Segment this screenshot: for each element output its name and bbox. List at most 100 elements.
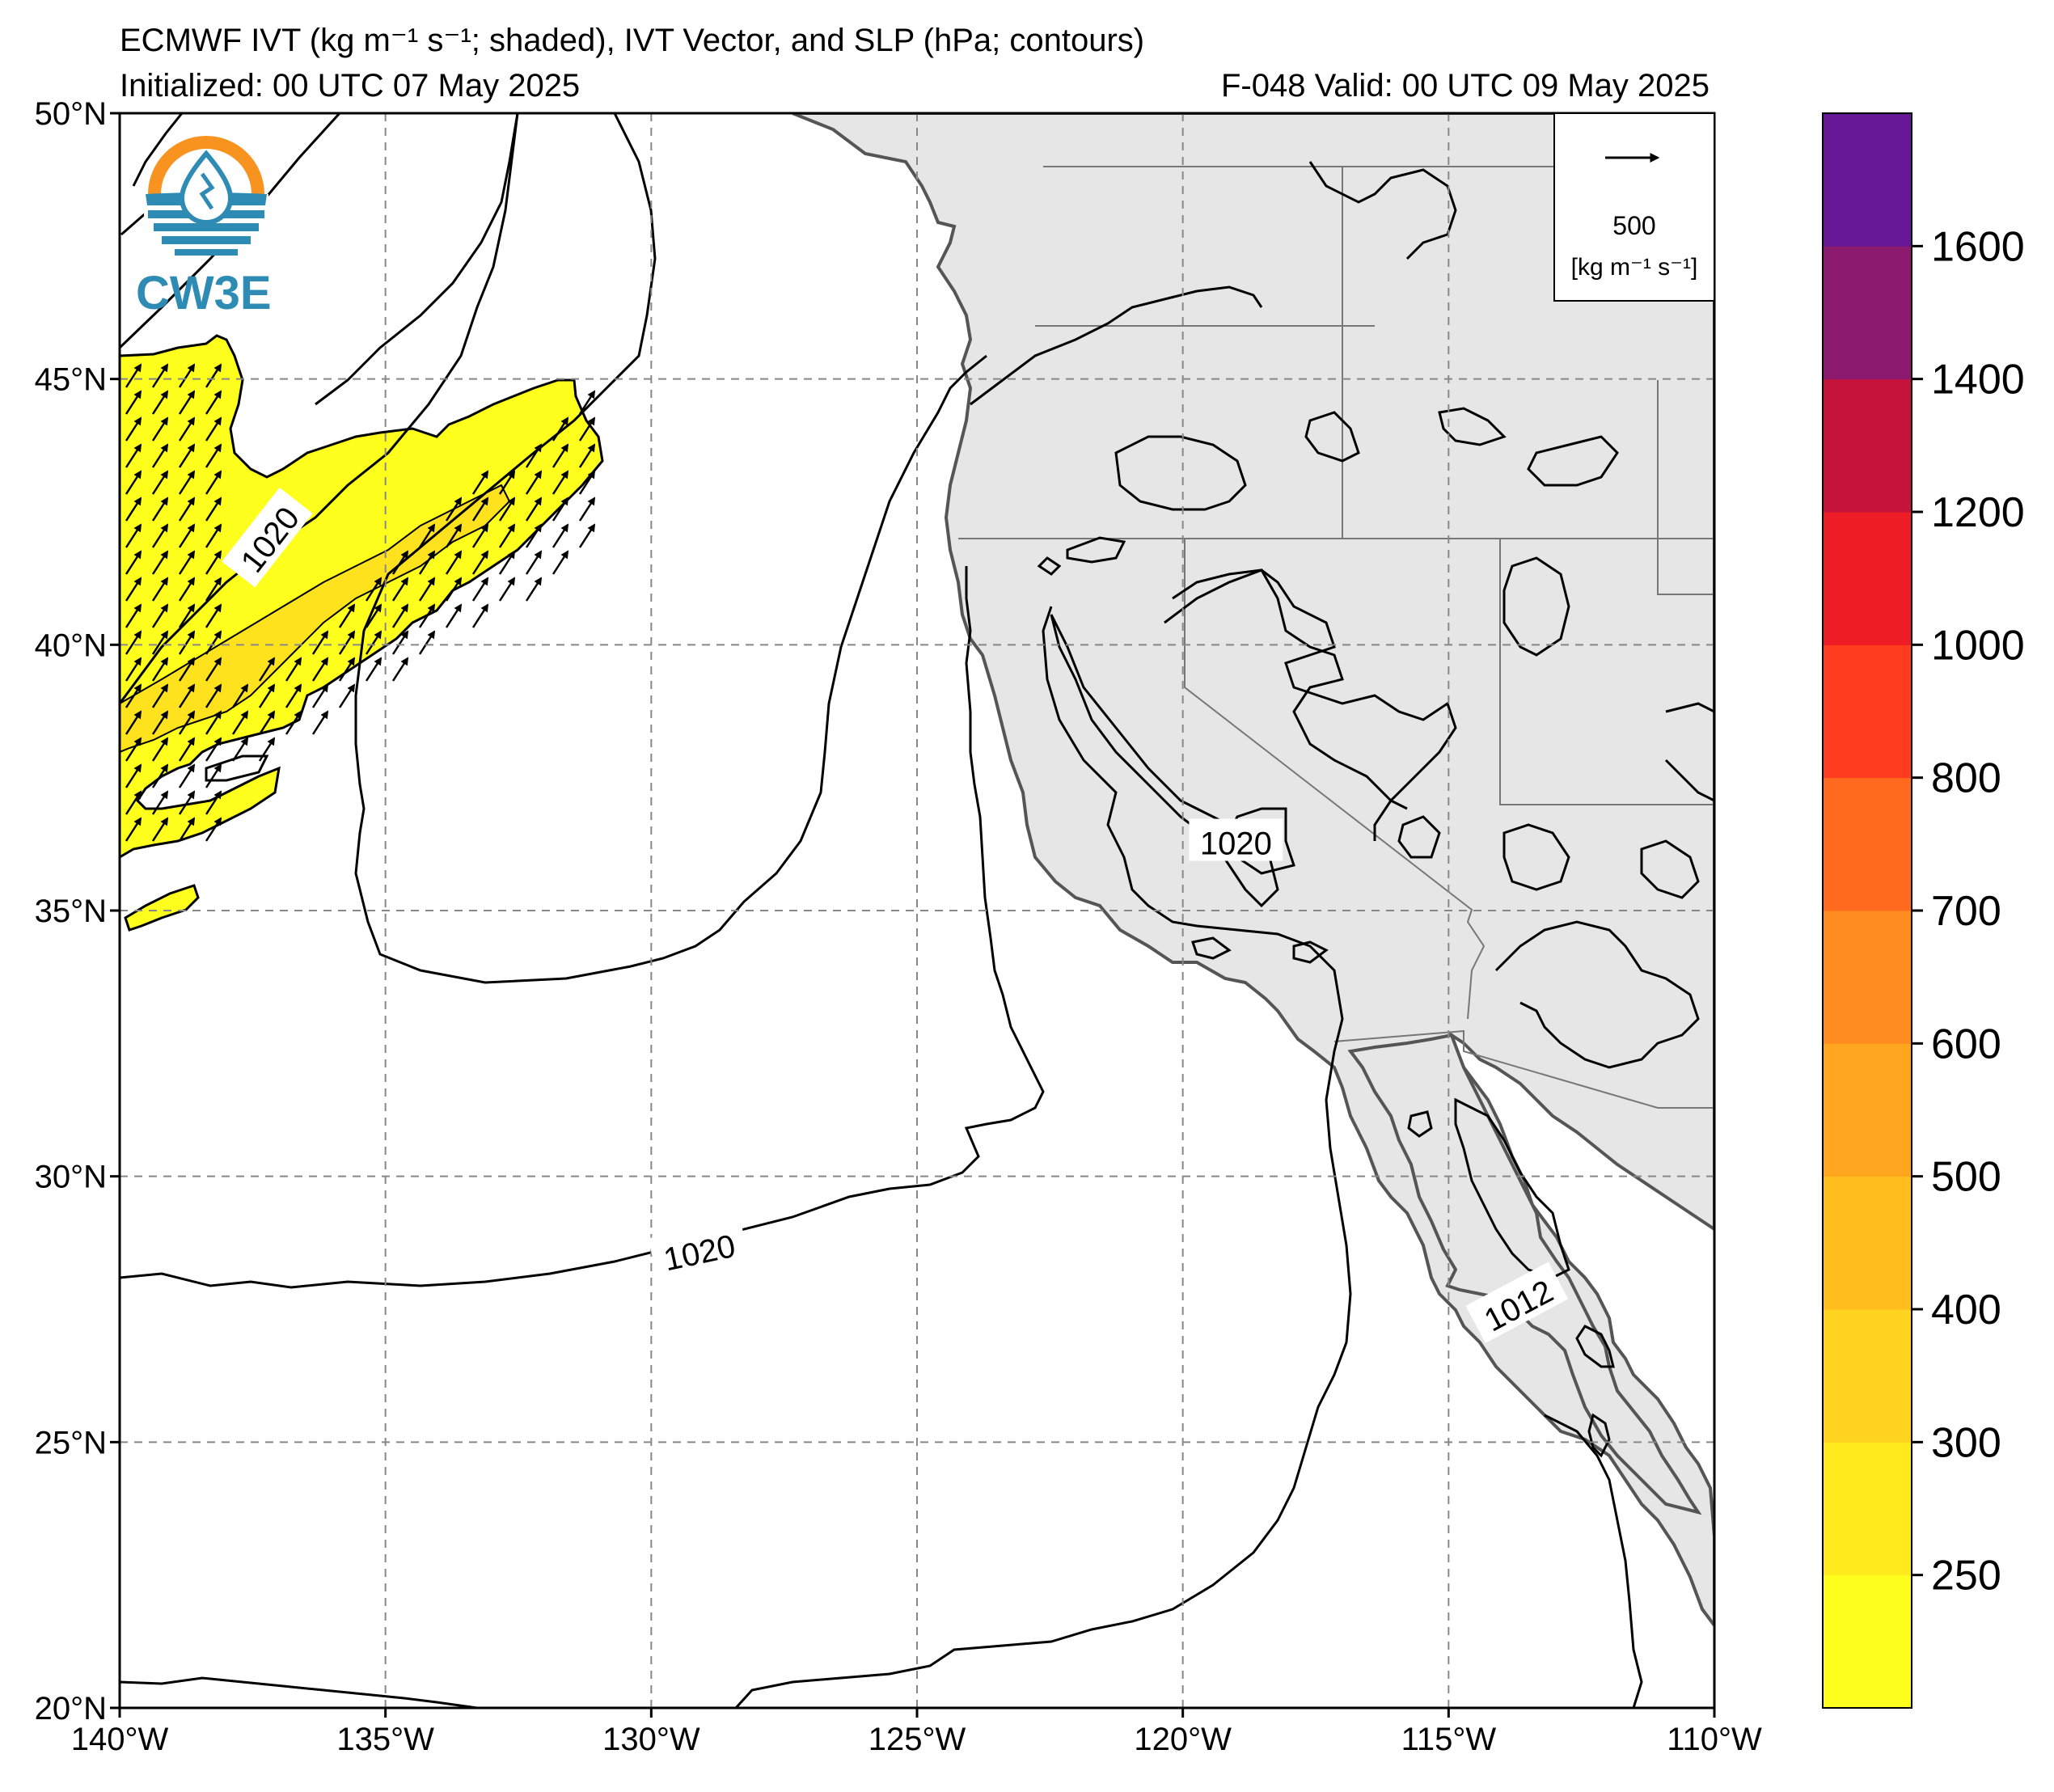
ivt-vector (338, 657, 356, 682)
ivt-vector (205, 497, 222, 522)
ivt-vector (151, 443, 169, 468)
colorbar-label: 1200 (1931, 489, 2025, 536)
ivt-vector (178, 683, 196, 708)
ivt-vector (205, 443, 222, 468)
ivt-vector (178, 390, 196, 415)
ivt-vector (231, 737, 249, 762)
colorbar-label: 800 (1931, 755, 2001, 802)
lat-tick-label: 30°N (35, 1160, 107, 1195)
ivt-vector (418, 550, 436, 575)
logo-drop-icon (179, 150, 234, 225)
ivt-vector (178, 577, 196, 602)
ivt-vector (125, 603, 142, 628)
ivt-small-patch (124, 884, 200, 932)
map-title: ECMWF IVT (kg m⁻¹ s⁻¹; shaded), IVT Vect… (120, 23, 1145, 58)
colorbar-segment (1823, 1309, 1912, 1443)
ivt-vector (471, 577, 489, 602)
ivt-vector (498, 470, 516, 495)
ivt-vector (151, 497, 169, 522)
colorbar-label: 600 (1931, 1021, 2001, 1067)
lon-tick-label: 110°W (1667, 1722, 1762, 1757)
ivt-vector (498, 577, 516, 602)
ivt-vector (552, 523, 569, 548)
colorbar-segment (1823, 246, 1912, 380)
ivt-vector (445, 577, 463, 602)
ivt-vector (205, 603, 222, 628)
colorbar-segment (1823, 1176, 1912, 1310)
ivt-vector (471, 497, 489, 522)
ivt-vector (498, 523, 516, 548)
colorbar-segment (1823, 1442, 1912, 1576)
ivt-vector (205, 710, 222, 735)
baja-peninsula (1347, 1033, 1702, 1515)
ivt-vector (125, 683, 142, 708)
ivt-vector (525, 470, 543, 495)
ivt-vector (151, 710, 169, 735)
ivt-vector (391, 577, 409, 602)
ivt-vector (445, 603, 463, 628)
lon-tick-label: 140°W (71, 1722, 169, 1757)
ivt-vector (471, 523, 489, 548)
ivt-vector (525, 497, 543, 522)
colorbar-label: 1600 (1931, 223, 2025, 270)
lat-tick-label: 40°N (35, 628, 107, 663)
vector-key-value: 500 (1612, 211, 1655, 240)
colorbar-segment (1823, 1574, 1912, 1709)
ivt-vector (205, 470, 222, 495)
axes: 140°W 135°W 130°W 125°W 120°W 115°W 110°W 50°N 4… (35, 96, 1762, 1757)
ivt-vector (205, 657, 222, 682)
ivt-vector (552, 497, 569, 522)
ivt-vector (552, 470, 569, 495)
ivt-vector (498, 550, 516, 575)
ivt-vector (205, 630, 222, 655)
ivt-vector (285, 683, 302, 708)
ivt-vector (498, 497, 516, 522)
ivt-vector (151, 416, 169, 442)
colorbar-label: 300 (1931, 1419, 2001, 1466)
ivt-vector (578, 523, 596, 548)
ivt-vector (151, 603, 169, 628)
ivt-vector (338, 630, 356, 655)
colorbar: 1600 1400 1200 1000 800 700 600 500 400 300 250 (1822, 112, 2025, 1709)
ivt-vector (525, 577, 543, 602)
ivt-vector (151, 550, 169, 575)
ivt-vector (151, 683, 169, 708)
ivt-vector (125, 790, 142, 815)
ivt-vector (578, 470, 596, 495)
ivt-vector (125, 550, 142, 575)
ivt-vector (151, 737, 169, 762)
ivt-vector (365, 630, 382, 655)
ivt-vector (418, 577, 436, 602)
ivt-vector (578, 443, 596, 468)
lat-tick-label: 25°N (35, 1425, 107, 1460)
colorbar-segment (1823, 777, 1912, 911)
ivt-vector (471, 470, 489, 495)
ivt-vector (151, 577, 169, 602)
lon-tick-label: 135°W (336, 1722, 434, 1757)
ivt-vector (178, 817, 196, 842)
ivt-vector (205, 737, 222, 762)
ivt-vector (205, 523, 222, 548)
ivt-vector (578, 390, 596, 415)
ivt-vector (125, 763, 142, 788)
ivt-vector (231, 683, 249, 708)
ivt-vector (125, 363, 142, 388)
ivt-vector (445, 550, 463, 575)
ivt-vector (125, 523, 142, 548)
ivt-vector (258, 683, 276, 708)
lat-tick-label: 50°N (35, 96, 107, 132)
lon-tick-label: 115°W (1401, 1722, 1497, 1757)
ivt-vector (552, 416, 569, 442)
ivt-vector (151, 657, 169, 682)
state-borders (958, 166, 1714, 1109)
ivt-vector (125, 416, 142, 442)
ivt-vector (258, 710, 276, 735)
ivt-vectors (125, 363, 596, 842)
ivt-vector (552, 550, 569, 575)
ivt-vector (391, 657, 409, 682)
ivt-vector (151, 390, 169, 415)
ivt-vector (205, 363, 222, 388)
ivt-vector (125, 577, 142, 602)
ivt-vector (125, 497, 142, 522)
lon-tick-label: 130°W (602, 1722, 700, 1757)
